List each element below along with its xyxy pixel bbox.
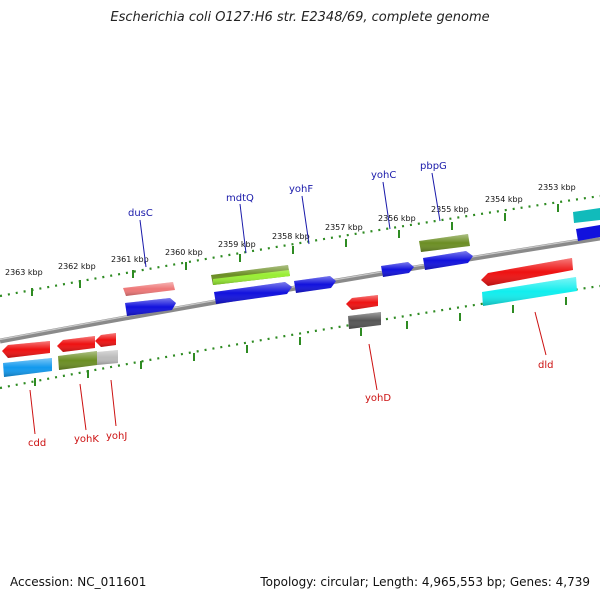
feature-edge-teal[interactable]	[573, 208, 600, 223]
callout-line	[301, 195, 310, 245]
accession-label: Accession: NC_011601	[10, 575, 147, 589]
callout-line	[139, 219, 147, 268]
feature-cds[interactable]	[576, 225, 600, 241]
callout-line	[534, 311, 547, 356]
forward-gene-labels: dusC mdtQ yohF yohC pbpG	[128, 161, 447, 219]
reverse-gene-labels: cdd yohK yohJ yohD dld	[28, 360, 553, 449]
gene-label-cdd: cdd	[28, 438, 46, 449]
scale-label: 2363 kbp	[5, 268, 43, 277]
scale-label: 2361 kbp	[111, 255, 149, 264]
scale-label: 2357 kbp	[325, 223, 363, 232]
reverse-scale-track	[0, 284, 600, 390]
scale-label: 2355 kbp	[431, 205, 469, 214]
forward-major-ticks	[31, 204, 559, 296]
gene-label-yohc: yohC	[371, 170, 396, 181]
genome-summary: Topology: circular; Length: 4,965,553 bp…	[260, 575, 590, 589]
scale-label: 2354 kbp	[485, 195, 523, 204]
scale-label: 2362 kbp	[58, 262, 96, 271]
scale-label: 2358 kbp	[272, 232, 310, 241]
callout-line	[79, 383, 87, 431]
scale-label: 2356 kbp	[378, 214, 416, 223]
forward-callouts	[139, 172, 441, 268]
gene-label-dld: dld	[538, 360, 553, 371]
callout-line	[29, 389, 36, 435]
callout-line	[110, 379, 117, 427]
feature-shading	[2, 234, 577, 377]
gene-label-yohj: yohJ	[106, 431, 127, 442]
scale-label: 2353 kbp	[538, 183, 576, 192]
callout-line	[368, 343, 378, 391]
callout-line	[239, 203, 247, 254]
forward-scale-track	[0, 194, 600, 298]
gene-label-mdtq: mdtQ	[226, 193, 254, 204]
scale-label: 2359 kbp	[218, 240, 256, 249]
scale-label: 2360 kbp	[165, 248, 203, 257]
gene-label-pbpg: pbpG	[420, 161, 447, 172]
callout-line	[431, 172, 441, 222]
reverse-major-ticks	[34, 297, 567, 386]
gene-label-dusc: dusC	[128, 208, 153, 219]
map-title: Escherichia coli O127:H6 str. E2348/69, …	[110, 10, 490, 25]
callout-line	[382, 181, 391, 230]
gene-label-yohk: yohK	[74, 434, 99, 445]
reverse-callouts	[29, 311, 547, 435]
gene-label-yohf: yohF	[289, 184, 313, 195]
gene-label-yohd: yohD	[365, 393, 391, 404]
scale-labels: 2363 kbp 2362 kbp 2361 kbp 2360 kbp 2359…	[5, 183, 576, 277]
